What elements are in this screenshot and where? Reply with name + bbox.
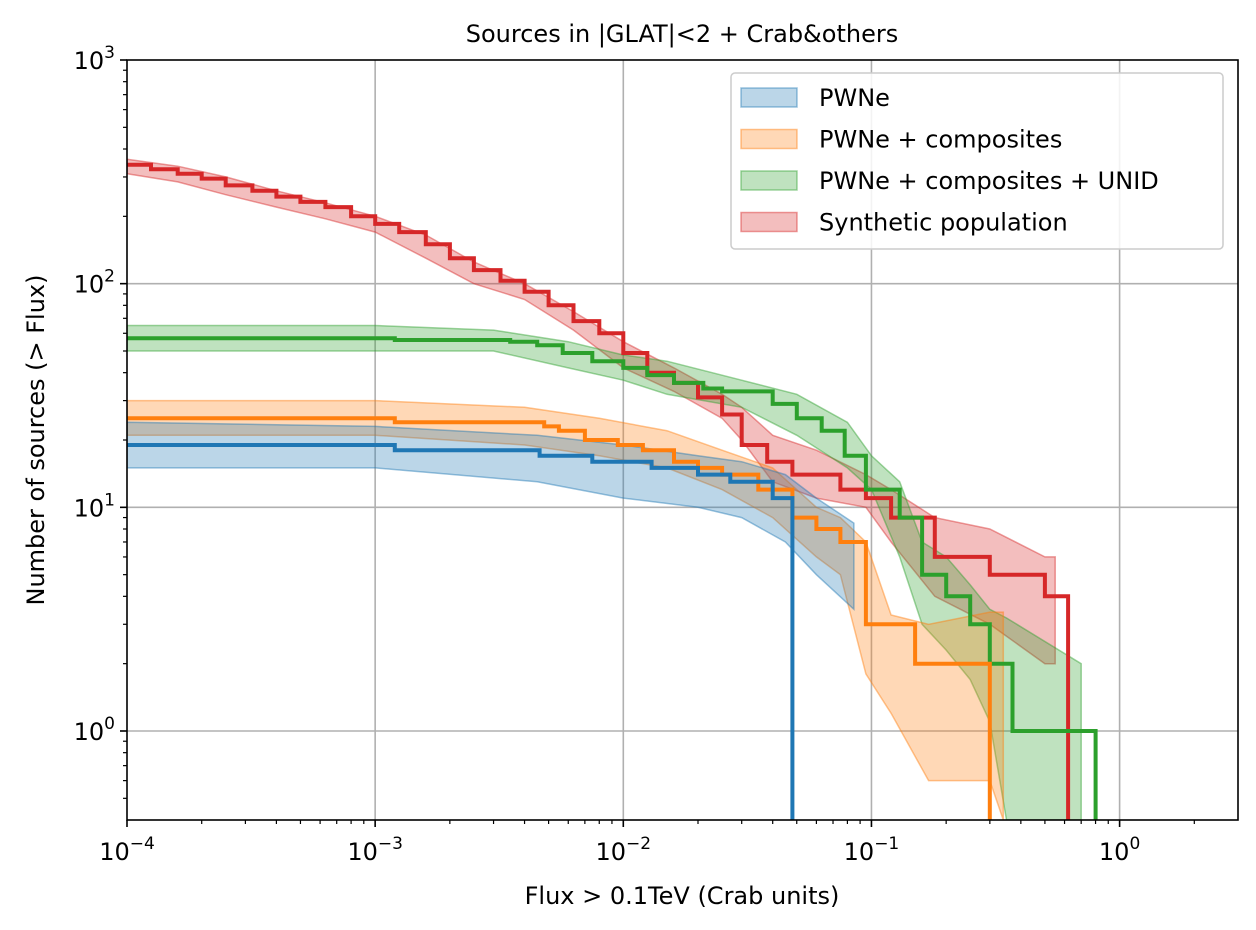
legend-label: PWNe + composites + UNID — [819, 167, 1159, 195]
legend-swatch — [740, 170, 798, 191]
y-axis-title: Number of sources (> Flux) — [22, 275, 50, 606]
legend-swatch — [740, 211, 798, 233]
legend-label: Synthetic population — [819, 209, 1068, 237]
chart-title: Sources in |GLAT|<2 + Crab&others — [466, 20, 898, 48]
y-tick-label: 100 — [74, 714, 115, 746]
x-tick-label: 10−1 — [844, 834, 900, 866]
axes — [120, 59, 1239, 827]
y-tick-label: 101 — [74, 490, 115, 522]
y-tick-label: 102 — [74, 267, 115, 299]
x-tick-label: 10−3 — [347, 834, 403, 866]
legend: PWNe PWNe + composites PWNe + composites +… — [730, 72, 1224, 250]
legend-label: PWNe — [819, 84, 890, 112]
legend-swatch — [740, 87, 798, 108]
step-lines — [127, 162, 1098, 820]
y-tick-label: 103 — [74, 43, 115, 75]
x-tick-label: 100 — [1099, 834, 1140, 866]
legend-box — [730, 72, 1224, 250]
x-tick-label: 10−2 — [595, 834, 651, 866]
band-pwne-composites — [127, 399, 1005, 820]
tick-labels: 10−4 10−3 10−2 10−1 100 100 101 102 103 — [74, 43, 1141, 866]
x-axis-title: Flux > 0.1TeV (Crab units) — [525, 882, 840, 910]
step-line-pwne-composites-unid — [127, 336, 1098, 820]
legend-label: PWNe + composites — [819, 126, 1062, 154]
step-line-synthetic-population — [127, 162, 1071, 820]
step-line-pwne — [127, 443, 795, 820]
x-tick-label: 10−4 — [99, 834, 155, 866]
band-pwne-composites-unid — [127, 324, 1082, 820]
legend-swatch — [740, 128, 798, 150]
